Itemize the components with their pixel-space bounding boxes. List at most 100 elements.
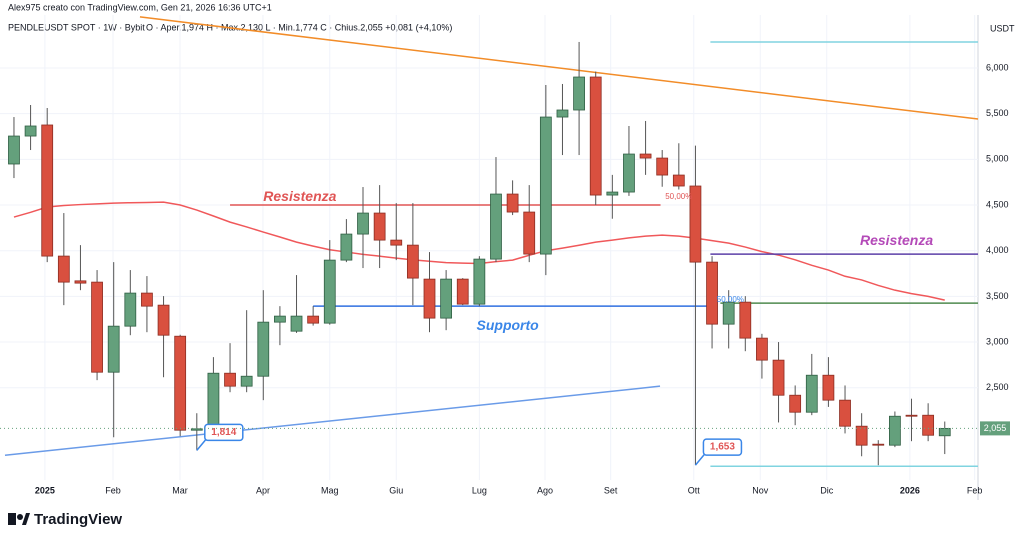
candle-body — [174, 335, 187, 431]
y-tick-label: 3,000 — [986, 336, 1009, 346]
annotation: Resistenza — [263, 188, 336, 204]
candle-body — [307, 315, 320, 324]
y-unit: USDT — [990, 23, 1015, 33]
x-tick-label: Dic — [820, 485, 833, 495]
candle-body — [440, 278, 453, 319]
candle-body — [141, 292, 153, 307]
x-tick-label: Ott — [688, 485, 701, 495]
callout-label: 1,653 — [710, 442, 735, 453]
candle-body — [240, 375, 253, 387]
y-tick-label: 4,500 — [986, 199, 1009, 209]
callout-pointer — [694, 452, 707, 466]
candle-body — [423, 278, 436, 319]
candle-body — [922, 414, 935, 436]
candle-body — [556, 109, 569, 118]
logo-text: TradingView — [34, 511, 122, 528]
candle-body — [124, 292, 137, 327]
candle-body — [157, 304, 170, 336]
symbol: PENDLEUSDT SPOT · 1W · Bybit — [8, 22, 145, 32]
y-tick-label: 3,500 — [986, 291, 1009, 301]
candle-body — [274, 315, 286, 323]
candle-body — [506, 193, 519, 213]
candle-body — [639, 153, 652, 159]
candle-body — [8, 135, 20, 165]
candle-body — [224, 372, 236, 387]
x-tick-label: Ago — [537, 485, 553, 495]
callout-box — [702, 438, 743, 456]
callout-pointer — [196, 437, 208, 451]
candle-body — [623, 153, 635, 193]
callout-label: 1,814 — [211, 427, 236, 438]
candle-body — [41, 124, 54, 257]
x-tick-label: Mar — [172, 485, 188, 495]
last-price-tag — [980, 421, 1010, 436]
candle-body — [190, 428, 203, 431]
x-tick-label: Lug — [472, 485, 487, 495]
x-tick-label: Set — [604, 485, 618, 495]
candle-body — [855, 425, 868, 446]
annotation: Resistenza — [860, 232, 933, 248]
y-tick-label: 4,000 — [986, 245, 1009, 255]
candle-body — [938, 427, 951, 437]
candle-body — [473, 258, 486, 305]
candle-body — [57, 255, 70, 283]
candle-body — [340, 233, 353, 261]
candle-body — [323, 259, 336, 324]
candle-body — [672, 174, 685, 187]
candle-body — [490, 193, 502, 260]
candle-body — [772, 359, 785, 396]
logo-mark — [22, 513, 30, 525]
last-price-label: 2,055 — [984, 423, 1007, 433]
candle-body — [822, 374, 835, 401]
candle-body — [689, 185, 702, 263]
candle-body — [539, 116, 552, 255]
candle-body — [789, 394, 802, 413]
x-tick-label: Nov — [752, 485, 769, 495]
x-tick-label: Feb — [967, 485, 983, 495]
annotation: 50,00% — [665, 192, 692, 201]
x-tick-label: Mag — [321, 485, 339, 495]
candle-body — [589, 76, 602, 196]
x-tick-label: Apr — [256, 485, 270, 495]
annotation: Supporto — [477, 317, 540, 333]
candle-body — [357, 212, 369, 235]
y-tick-label: 6,000 — [986, 62, 1009, 72]
candle-body — [905, 414, 918, 417]
annotation: 50,00% — [717, 295, 744, 304]
candle-body — [573, 76, 585, 111]
candle-body — [257, 321, 270, 377]
candle-body — [872, 443, 885, 446]
x-tick-label: Giu — [389, 485, 403, 495]
candle-body — [523, 211, 536, 255]
candle-body — [889, 415, 901, 446]
candle-body — [706, 261, 718, 325]
drawn-line — [139, 16, 979, 120]
candle-body — [839, 399, 851, 427]
candle-body — [656, 157, 669, 176]
candle-body — [290, 315, 303, 332]
candle-body — [805, 374, 818, 413]
candle-body — [390, 239, 403, 246]
candle-body — [373, 212, 386, 241]
y-tick-label: 5,500 — [986, 108, 1009, 118]
candle-body — [74, 280, 87, 284]
candle-body — [24, 125, 37, 137]
candle-body — [91, 281, 103, 373]
logo-mark — [17, 514, 23, 520]
candle-body — [606, 191, 619, 196]
drawn-line — [4, 385, 661, 456]
x-tick-label: 2025 — [35, 485, 55, 495]
logo-mark — [8, 513, 16, 525]
candle-body — [107, 325, 120, 373]
y-tick-label: 5,000 — [986, 154, 1009, 164]
x-tick-label: 2026 — [900, 485, 920, 495]
author-line: Alex975 creato con TradingView.com, Gen … — [8, 2, 272, 12]
candle-body — [722, 301, 735, 325]
callout-box — [204, 423, 244, 442]
y-tick-label: 2,500 — [986, 382, 1009, 392]
ohlc-info: O · Aper.1,974 H · Max.2,130 L · Min.1,7… — [146, 22, 452, 32]
x-tick-label: Feb — [105, 485, 121, 495]
logo — [8, 513, 30, 525]
